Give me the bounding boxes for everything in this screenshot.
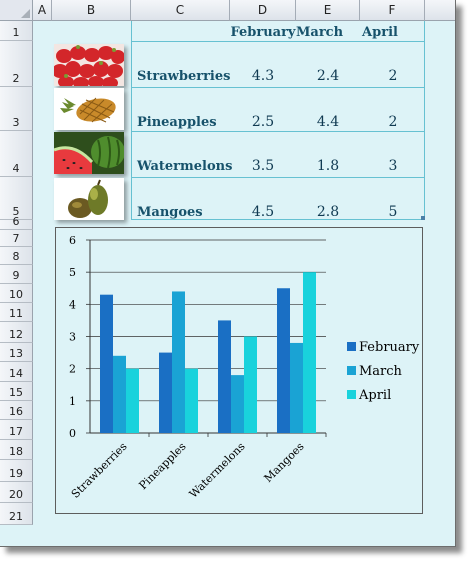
row-header-4[interactable]: 4 xyxy=(0,131,33,177)
legend-swatch-march xyxy=(347,366,356,375)
mango-picture xyxy=(54,178,124,220)
row-header-18[interactable]: 18 xyxy=(0,440,33,460)
cell-value[interactable]: 2.5 xyxy=(251,114,275,130)
column-header-e[interactable]: E xyxy=(296,0,360,21)
y-tick-label: 0 xyxy=(69,427,76,440)
y-tick-label: 2 xyxy=(69,363,76,376)
bar-march-pineapples xyxy=(172,291,185,433)
table-rule xyxy=(131,131,425,132)
legend-swatch-february xyxy=(347,342,356,351)
mango-image[interactable] xyxy=(54,178,124,220)
bar-march-strawberries xyxy=(113,355,126,433)
chart-frame[interactable]: 0 1 2 3 4 5 6 Strawberries Pineapples Watermelons… xyxy=(55,227,423,514)
bar-april-mangoes xyxy=(303,272,316,433)
column-header-a[interactable]: A xyxy=(33,0,52,21)
row-header-16[interactable]: 16 xyxy=(0,401,33,420)
row-header-21[interactable]: 21 xyxy=(0,503,33,525)
bar-february-pineapples xyxy=(159,352,172,433)
legend-label-april: April xyxy=(358,388,391,403)
column-header-c[interactable]: C xyxy=(131,0,230,21)
fruit-label-watermelons: Watermelons xyxy=(137,159,233,174)
column-header-blank xyxy=(425,0,455,21)
select-all-corner[interactable] xyxy=(0,0,33,21)
row-header-11[interactable]: 11 xyxy=(0,303,33,322)
cell-value[interactable]: 3 xyxy=(388,158,398,174)
table-rule xyxy=(131,177,425,178)
bar-february-mangoes xyxy=(277,288,290,433)
cell-value[interactable]: 2 xyxy=(388,114,398,130)
header-april: April xyxy=(362,25,398,40)
row-header-1[interactable]: 1 xyxy=(0,21,33,41)
x-tick-label: Mangoes xyxy=(262,440,307,485)
strawberries-picture xyxy=(54,44,124,86)
y-tick-label: 5 xyxy=(69,266,76,279)
column-header-d[interactable]: D xyxy=(230,0,296,21)
table-rule xyxy=(131,41,425,42)
y-tick-label: 1 xyxy=(69,395,76,408)
legend-label-march: March xyxy=(359,364,403,379)
row-header-19[interactable]: 19 xyxy=(0,460,33,482)
table-border xyxy=(131,21,425,220)
column-header-b[interactable]: B xyxy=(52,0,131,21)
row-header-5[interactable]: 5 xyxy=(0,177,33,220)
row-header-13[interactable]: 13 xyxy=(0,343,33,362)
cell-value[interactable]: 2.4 xyxy=(316,68,340,84)
row-header-9[interactable]: 9 xyxy=(0,265,33,284)
row-header-20[interactable]: 20 xyxy=(0,482,33,503)
cell-value[interactable]: 4.4 xyxy=(316,114,340,130)
pineapple-picture xyxy=(54,88,124,130)
bar-april-strawberries xyxy=(126,368,139,433)
legend-label-february: February xyxy=(359,340,420,355)
pineapple-image[interactable] xyxy=(54,88,124,130)
y-tick-label: 3 xyxy=(69,331,76,344)
cell-value[interactable]: 2.8 xyxy=(316,204,340,220)
row-header-6[interactable]: 6 xyxy=(0,215,33,230)
header-february: February xyxy=(230,25,296,40)
bar-march-mangoes xyxy=(290,342,303,433)
row-header-2[interactable]: 2 xyxy=(0,41,33,87)
bar-february-strawberries xyxy=(100,294,113,433)
cell-value[interactable]: 4.5 xyxy=(251,204,275,220)
fruit-label-mangoes: Mangoes xyxy=(137,205,203,220)
column-header-f[interactable]: F xyxy=(360,0,425,21)
strawberries-image[interactable] xyxy=(54,44,124,86)
x-tick-label: Pineapples xyxy=(136,440,188,492)
bar-april-pineapples xyxy=(185,368,198,433)
bar-february-watermelons xyxy=(218,320,231,433)
y-tick-label: 6 xyxy=(69,234,76,247)
x-tick-label: Strawberries xyxy=(69,440,130,501)
table-rule xyxy=(131,87,425,88)
row-header-14[interactable]: 14 xyxy=(0,362,33,382)
row-header-7[interactable]: 7 xyxy=(0,230,33,247)
fruit-label-pineapples: Pineapples xyxy=(137,115,217,130)
table-resize-handle[interactable] xyxy=(421,216,425,220)
cell-value[interactable]: 4.3 xyxy=(251,68,275,84)
clustered-bar-chart: 0 1 2 3 4 5 6 Strawberries PineapplesWatermelons… xyxy=(69,234,420,501)
cell-value[interactable]: 2 xyxy=(388,68,398,84)
row-header-8[interactable]: 8 xyxy=(0,247,33,265)
y-tick-label: 4 xyxy=(69,298,76,311)
spreadsheet-sheet: A B C D E F 1 2 3 4 5 6 7 8 9 10 11 12 13 14 15 16 17 18 1… xyxy=(0,0,456,547)
row-header-15[interactable]: 15 xyxy=(0,382,33,401)
watermelon-picture xyxy=(54,132,124,174)
bar-march-watermelons xyxy=(231,375,244,433)
row-header-3[interactable]: 3 xyxy=(0,87,33,131)
cell-value[interactable]: 1.8 xyxy=(316,158,340,174)
fruit-label-strawberries: Strawberries xyxy=(137,69,231,84)
watermelon-image[interactable] xyxy=(54,132,124,174)
bar-april-watermelons xyxy=(244,336,257,433)
select-all-triangle-icon xyxy=(21,9,30,18)
x-tick-label: Watermelons xyxy=(187,440,248,501)
cell-value[interactable]: 3.5 xyxy=(251,158,275,174)
row-header-10[interactable]: 10 xyxy=(0,284,33,303)
cell-value[interactable]: 5 xyxy=(388,204,398,220)
legend-swatch-april xyxy=(347,390,356,399)
row-header-12[interactable]: 12 xyxy=(0,322,33,343)
row-header-17[interactable]: 17 xyxy=(0,420,33,440)
header-march: March xyxy=(296,25,344,40)
